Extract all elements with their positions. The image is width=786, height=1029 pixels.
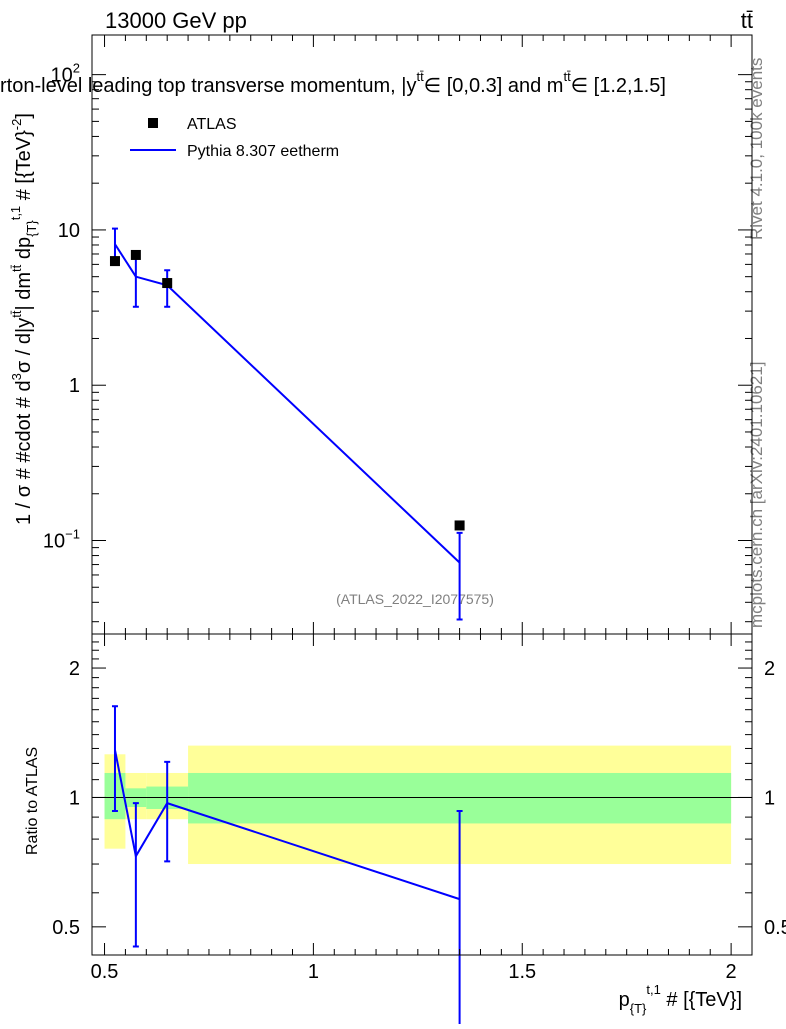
- xlabel-sub: {T}: [630, 1001, 647, 1016]
- ylabel-sup-tt-2: tt̄: [9, 264, 24, 272]
- pythia-line: [114, 243, 461, 564]
- xlabel-end: # [{TeV}]: [661, 989, 742, 1011]
- ylabel-sub-T: {T}: [24, 220, 39, 237]
- ratio-y-tick-label-left: 1: [69, 787, 80, 809]
- title-sup-2: tt̄: [563, 69, 571, 84]
- ratio-plot-layer: [111, 705, 463, 1029]
- atlas-data-point: [109, 256, 120, 267]
- ylabel-part-4: dp: [13, 237, 35, 265]
- main-y-axis-label: 1 / σ # #cdot # d3σ / d|ytt̄| dmtt̄ dp{T…: [8, 113, 39, 525]
- legend: ATLAS Pythia 8.307 eetherm: [130, 116, 339, 160]
- main-plot-layer: [109, 227, 465, 621]
- mcplots-label: mcplots.cern.ch [arXiv:2401.10621]: [747, 362, 766, 628]
- energy-label: 13000 GeV pp: [105, 8, 247, 33]
- ylabel-part-5: # [{TeV}: [13, 130, 35, 206]
- x-tick-label: 2: [726, 961, 737, 983]
- title-part-1: rton-level leading top transverse moment…: [0, 75, 417, 97]
- ylabel-sup-tt-1: tt̄: [9, 310, 24, 318]
- ratio-y-axis-label: Ratio to ATLAS: [24, 747, 41, 855]
- xlabel-main: p: [619, 989, 630, 1011]
- ratio-panel-frame: [91, 633, 753, 956]
- ratio-y-tick-label-right: 0.5: [764, 917, 786, 939]
- x-tick-label: 1.5: [508, 961, 536, 983]
- x-tick-label: 1: [308, 961, 319, 983]
- ratio-uncertainty-bands: [92, 745, 752, 865]
- ratio-y-tick-label-right: 1: [764, 787, 775, 809]
- ylabel-part-3: | dm: [13, 272, 35, 311]
- ylabel-end: ]: [13, 113, 35, 119]
- atlas-data-point: [162, 278, 173, 289]
- x-tick-label: 0.5: [91, 961, 119, 983]
- ylabel-sup-3: 3: [9, 373, 24, 380]
- x-axis-label: p{T} t,1 # [{TeV}]: [619, 982, 742, 1016]
- main-y-tick-label: 10: [58, 220, 80, 242]
- main-y-tick-label: 102: [51, 61, 80, 87]
- ylabel-part-2: σ / d|y: [13, 318, 35, 373]
- title-part-2: ∈ [0,0.3] and m: [424, 75, 564, 97]
- title-part-3: ∈ [1.2,1.5]: [571, 75, 666, 97]
- legend-label-pythia: Pythia 8.307 eetherm: [187, 143, 339, 160]
- ratio-y-tick-label-left: 0.5: [52, 917, 80, 939]
- legend-marker-atlas: [148, 118, 158, 128]
- ratio-y-tick-label-right: 2: [764, 658, 775, 680]
- pythia-ratio-line: [113, 749, 460, 901]
- title-sup-1: tt̄: [417, 69, 425, 84]
- ratio-y-tick-label-left: 2: [69, 658, 80, 680]
- ylabel-part-1: 1 / σ # #cdot # d: [13, 380, 35, 525]
- xlabel-sup: t,1: [646, 982, 660, 997]
- ylabel-sup-m2: -2: [9, 119, 24, 131]
- main-y-tick-label: 10−1: [43, 527, 80, 553]
- atlas-data-point: [454, 520, 465, 531]
- atlas-data-point: [130, 249, 141, 260]
- ylabel-sup-t1: t,1: [8, 206, 23, 220]
- axes-layer: 0.5 1 1.5 2 10−1 1 10 102 0.5 0.5 1 1 2 2: [43, 34, 786, 983]
- plot-title: rton-level leading top transverse moment…: [0, 69, 666, 97]
- legend-label-atlas: ATLAS: [187, 116, 237, 133]
- process-label: tt̄: [741, 8, 753, 33]
- analysis-watermark: (ATLAS_2022_I2077575): [336, 591, 494, 607]
- rivet-label: Rivet 4.1.0, 100k events: [747, 58, 766, 240]
- main-y-tick-label: 1: [69, 375, 80, 397]
